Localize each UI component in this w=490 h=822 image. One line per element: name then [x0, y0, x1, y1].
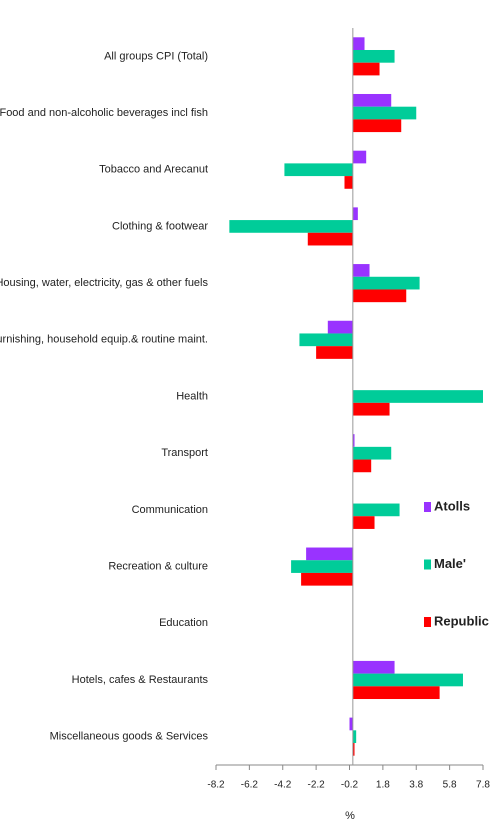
bar: [352, 49, 395, 63]
x-tick-label: 1.8: [376, 780, 390, 791]
bar: [301, 572, 353, 586]
category-label: Transport: [161, 447, 208, 459]
category-label: All groups CPI (Total): [104, 50, 208, 62]
legend-label: Republic: [434, 613, 489, 628]
x-tick-label: -0.2: [341, 780, 359, 791]
bar: [344, 176, 353, 189]
bar: [352, 743, 355, 756]
bar: [284, 163, 353, 177]
legend-swatch: [424, 559, 431, 570]
bar: [352, 264, 370, 277]
bar: [349, 717, 353, 731]
bar: [352, 150, 367, 164]
bar: [307, 232, 353, 246]
bar: [327, 320, 353, 334]
x-tick-label: -2.2: [308, 780, 326, 791]
bar: [352, 459, 372, 473]
category-label: Tobacco and Arecanut: [99, 164, 208, 176]
category-label: Housing, water, electricity, gas & other…: [0, 277, 208, 289]
legend-swatch: [424, 502, 431, 512]
category-label: Hotels, cafes & Restaurants: [72, 674, 209, 686]
bar: [352, 673, 463, 687]
bar: [352, 686, 440, 700]
bar: [229, 220, 353, 233]
category-label: Miscellaneous goods & Services: [50, 731, 209, 743]
bar: [306, 547, 353, 561]
bar: [299, 333, 353, 347]
legend-label: Male': [434, 556, 466, 571]
category-label: Clothing & footwear: [112, 220, 208, 232]
bar: [352, 730, 357, 744]
x-tick-label: -4.2: [274, 780, 292, 791]
x-axis-label: %: [345, 810, 355, 822]
bar: [352, 37, 365, 50]
category-label: Furnishing, household equip.& routine ma…: [0, 334, 208, 346]
bar: [352, 434, 355, 447]
bar: [352, 660, 395, 674]
bar: [352, 207, 358, 221]
bar: [352, 503, 400, 517]
legend-label: Atolls: [434, 498, 470, 513]
x-tick-label: 7.8: [476, 780, 490, 791]
bar: [352, 276, 420, 290]
bar: [352, 402, 390, 416]
x-tick-label: -6.2: [241, 780, 259, 791]
x-tick-label: -8.2: [207, 780, 225, 791]
bar: [352, 62, 380, 76]
bar: [352, 390, 483, 403]
x-tick-label: 5.8: [443, 780, 457, 791]
bar: [352, 289, 407, 303]
bar: [352, 446, 392, 460]
category-label: Communication: [132, 504, 208, 516]
category-label: Education: [159, 617, 208, 629]
bar: [352, 119, 402, 133]
bar: [352, 93, 392, 107]
x-tick-label: 3.8: [409, 780, 423, 791]
bar: [352, 106, 417, 120]
legend-swatch: [424, 617, 431, 627]
category-label: Health: [176, 390, 208, 402]
bar: [291, 560, 353, 573]
bar: [316, 346, 353, 359]
category-label: Food and non-alcoholic beverages incl fi…: [0, 107, 208, 119]
category-label: Recreation & culture: [108, 560, 208, 572]
bar: [352, 516, 375, 529]
